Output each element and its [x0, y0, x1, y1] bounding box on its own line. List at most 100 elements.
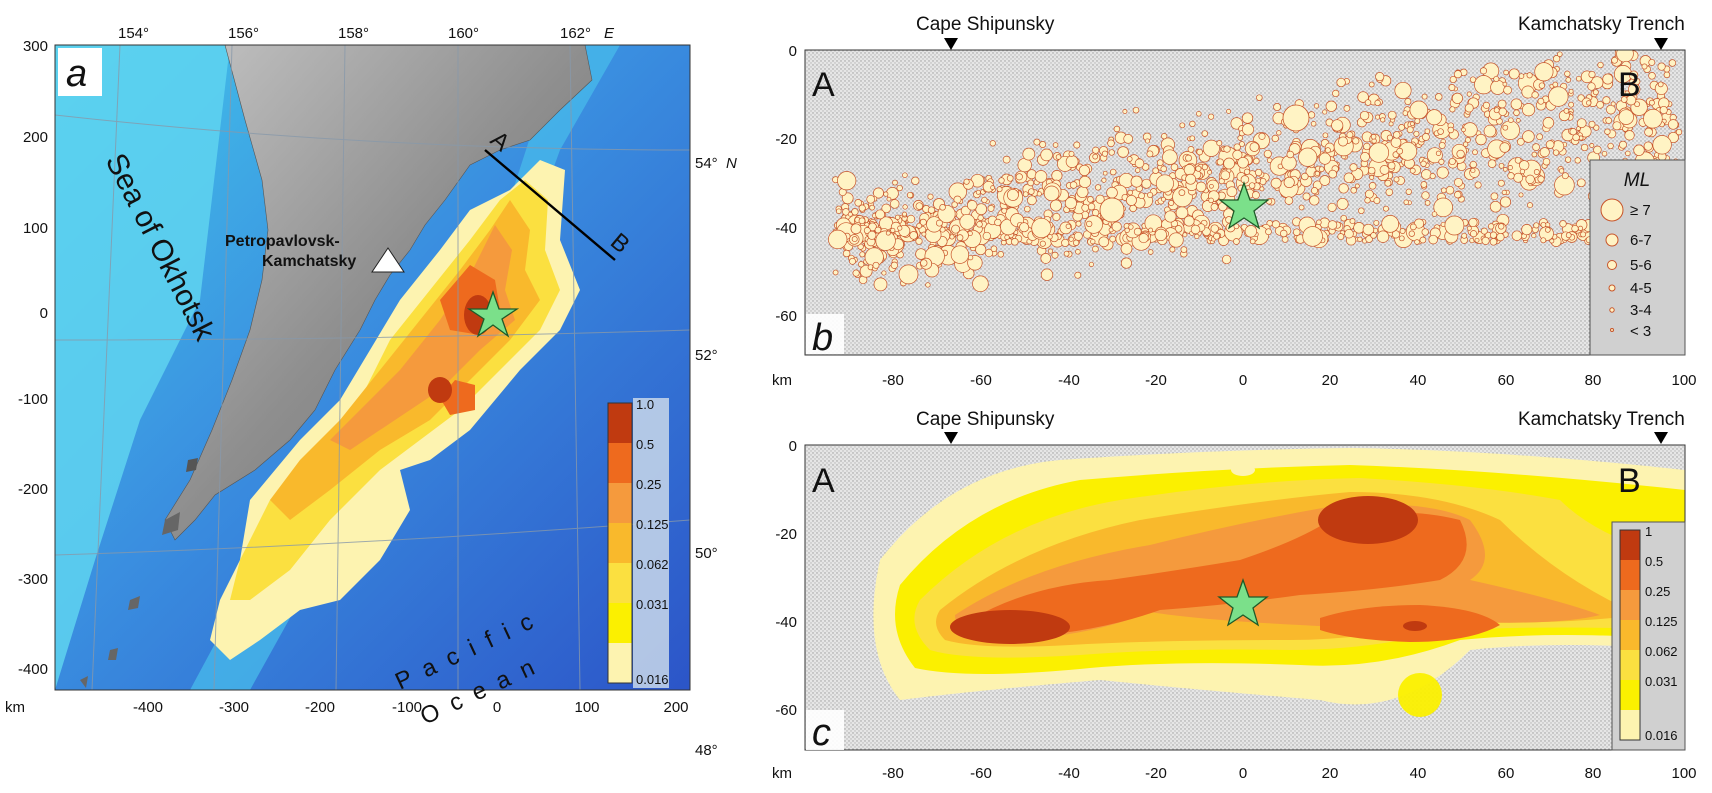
event-circle	[1248, 182, 1256, 189]
c-x-tick: 80	[1585, 765, 1602, 782]
event-circle	[1102, 170, 1108, 176]
event-circle	[1141, 178, 1152, 189]
event-circle	[873, 277, 888, 292]
c-x-tick: -20	[1145, 765, 1167, 782]
event-circle	[1283, 176, 1295, 188]
event-circle	[1258, 132, 1266, 140]
event-circle	[1138, 192, 1145, 200]
ykm-tick: -300	[18, 571, 48, 588]
event-circle	[890, 227, 896, 233]
event-circle	[1633, 144, 1645, 156]
event-circle	[1487, 159, 1497, 168]
panel-c-section: A B c 1 0.5 0.25 0.125 0.062 0.031 0.016…	[772, 409, 1697, 782]
xkm-tick: -300	[219, 699, 249, 716]
event-circle	[1545, 140, 1555, 149]
event-circle	[1101, 177, 1107, 183]
event-circle	[1559, 220, 1567, 228]
end-b-label-c: B	[1618, 462, 1641, 500]
event-circle	[1513, 172, 1524, 183]
event-circle	[1138, 233, 1149, 244]
event-circle	[1318, 152, 1331, 165]
event-circle	[1073, 231, 1083, 241]
b-x-tick: 20	[1322, 372, 1339, 389]
event-circle	[1475, 133, 1487, 146]
event-circle	[1565, 232, 1572, 239]
event-circle	[1120, 257, 1132, 269]
c-y-tick: -60	[775, 702, 797, 719]
event-circle	[1092, 146, 1100, 154]
legend-item: 4-5	[1630, 280, 1652, 297]
event-circle-large	[1282, 104, 1310, 132]
event-circle	[1147, 191, 1154, 199]
event-circle	[1572, 133, 1580, 142]
event-circle	[1319, 175, 1331, 186]
event-circle	[967, 254, 974, 261]
event-circle	[1576, 75, 1582, 82]
event-circle	[1302, 226, 1323, 247]
event-circle	[1065, 223, 1071, 229]
event-circle	[1125, 194, 1137, 206]
panel-a-label: a	[66, 53, 87, 95]
event-circle	[1448, 84, 1456, 91]
event-circle	[1398, 124, 1405, 131]
event-circle	[1368, 81, 1375, 88]
event-circle	[1531, 91, 1539, 99]
event-circle	[1633, 77, 1641, 86]
event-circle	[1538, 82, 1546, 89]
event-circle	[1580, 231, 1587, 238]
event-circle	[1065, 155, 1079, 168]
event-circle	[1063, 250, 1070, 257]
event-circle	[1490, 79, 1506, 95]
event-circle	[1301, 172, 1309, 181]
event-circle	[1604, 128, 1611, 135]
event-circle	[1122, 109, 1128, 114]
event-circle	[1344, 228, 1354, 239]
epicenter-star-c	[1217, 578, 1269, 627]
event-circle	[1507, 172, 1515, 180]
event-circle	[1325, 100, 1337, 112]
event-circle	[1194, 233, 1200, 240]
event-circle	[1564, 156, 1572, 163]
event-circle	[956, 234, 964, 241]
event-circle	[1075, 220, 1082, 227]
event-circle	[1440, 187, 1447, 194]
xkm-tick: -100	[392, 699, 422, 716]
event-circle	[1364, 189, 1374, 199]
event-circle	[897, 225, 903, 231]
event-circle	[1414, 118, 1421, 124]
event-circle	[1525, 174, 1535, 184]
event-circle	[1338, 136, 1348, 147]
cbar-a-5: 0.062	[636, 557, 669, 572]
event-circle	[1011, 238, 1019, 246]
lat-tick: 48°	[695, 742, 718, 759]
event-circle	[1178, 189, 1186, 196]
event-circle	[1544, 227, 1551, 233]
event-circle	[1498, 162, 1505, 169]
event-circle	[1180, 246, 1188, 253]
event-circle	[1092, 245, 1099, 253]
event-circle	[1039, 141, 1047, 148]
event-circle	[1095, 194, 1105, 204]
event-circle	[1332, 89, 1340, 98]
event-circle	[1394, 81, 1412, 100]
event-circle	[1185, 154, 1192, 162]
event-circle	[1540, 237, 1547, 244]
event-circle	[1123, 134, 1134, 144]
event-circle	[1346, 131, 1354, 139]
event-circle	[1189, 120, 1196, 128]
event-circle	[1270, 177, 1282, 189]
ykm-tick: 200	[23, 129, 48, 146]
panel-a-map: a Sea of Okhotsk Petropavlovsk- Kamchats…	[5, 25, 737, 759]
cbar-a-3: 0.25	[636, 477, 661, 492]
event-circle	[1593, 145, 1602, 155]
event-circle	[1531, 151, 1538, 158]
b-y-tick: 0	[789, 43, 797, 60]
event-circle	[1169, 246, 1176, 253]
event-circle	[858, 204, 866, 212]
event-circle	[1596, 100, 1604, 109]
event-circle	[847, 211, 853, 217]
event-circle	[1098, 236, 1110, 248]
event-circle	[894, 214, 901, 220]
event-circle	[828, 229, 848, 250]
event-circle	[1515, 118, 1521, 123]
